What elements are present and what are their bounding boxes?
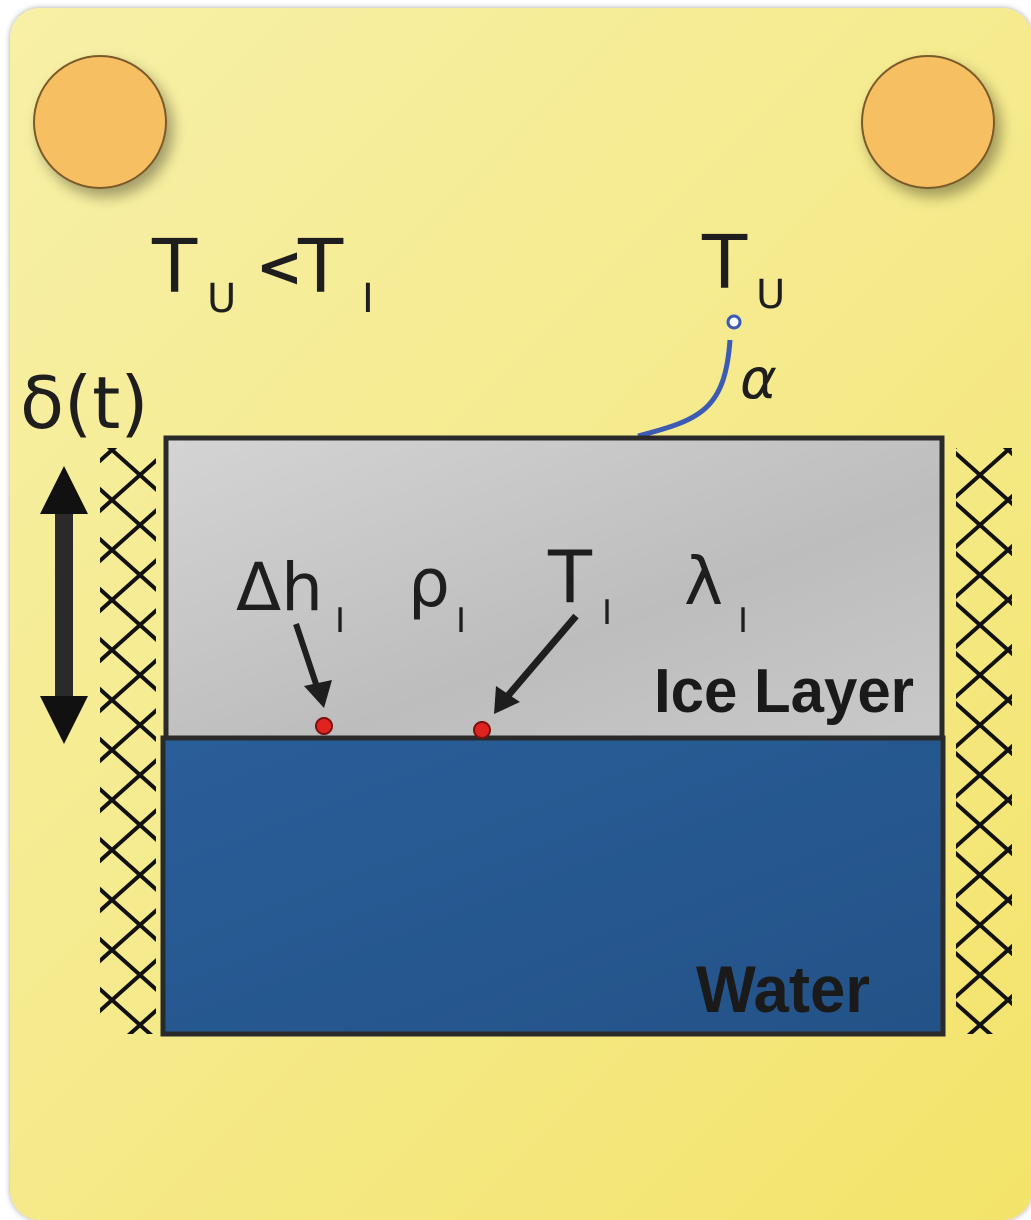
latent-heat-arrow-icon (293, 623, 332, 708)
ice-temperature-label: T I (547, 535, 612, 633)
svg-text:T: T (151, 224, 198, 310)
water-region (160, 735, 946, 1037)
probe-line (637, 339, 733, 439)
temperature-arrow-icon (494, 613, 579, 714)
alpha-label: α (740, 347, 777, 412)
svg-text:λ: λ (684, 543, 723, 620)
conductivity-label: λ I (684, 543, 748, 641)
interface-point-left (315, 717, 333, 735)
svg-text:I: I (362, 276, 374, 322)
ice-layer-label: Ice Layer (654, 657, 914, 726)
svg-text:T: T (547, 535, 593, 619)
latent-heat-label: Δh I (236, 549, 345, 641)
left-insulation-wall (100, 448, 156, 1034)
svg-text:Δh: Δh (236, 549, 323, 626)
water-label: Water (696, 952, 870, 1026)
right-sun-icon (861, 55, 995, 189)
right-insulation-wall (956, 448, 1012, 1034)
temperature-relation: T U < T I (151, 224, 374, 322)
svg-text:U: U (207, 276, 236, 322)
surface-temperature-label: T U (701, 220, 785, 318)
ice-layer (163, 435, 945, 741)
svg-text:U: U (756, 272, 785, 318)
thickness-label: δ(t) (20, 361, 148, 445)
svg-text:I: I (738, 601, 748, 641)
thickness-arrow-icon (40, 466, 88, 744)
svg-text:I: I (602, 593, 612, 633)
density-label: ρ I (408, 545, 466, 641)
svg-text:<: < (256, 235, 303, 300)
probe-point (726, 314, 742, 330)
svg-text:T: T (297, 224, 344, 310)
svg-text:I: I (335, 601, 345, 641)
svg-text:I: I (456, 601, 466, 641)
svg-text:T: T (701, 220, 748, 306)
interface-point-right (473, 721, 491, 739)
svg-text:ρ: ρ (408, 545, 450, 622)
left-sun-icon (33, 55, 167, 189)
